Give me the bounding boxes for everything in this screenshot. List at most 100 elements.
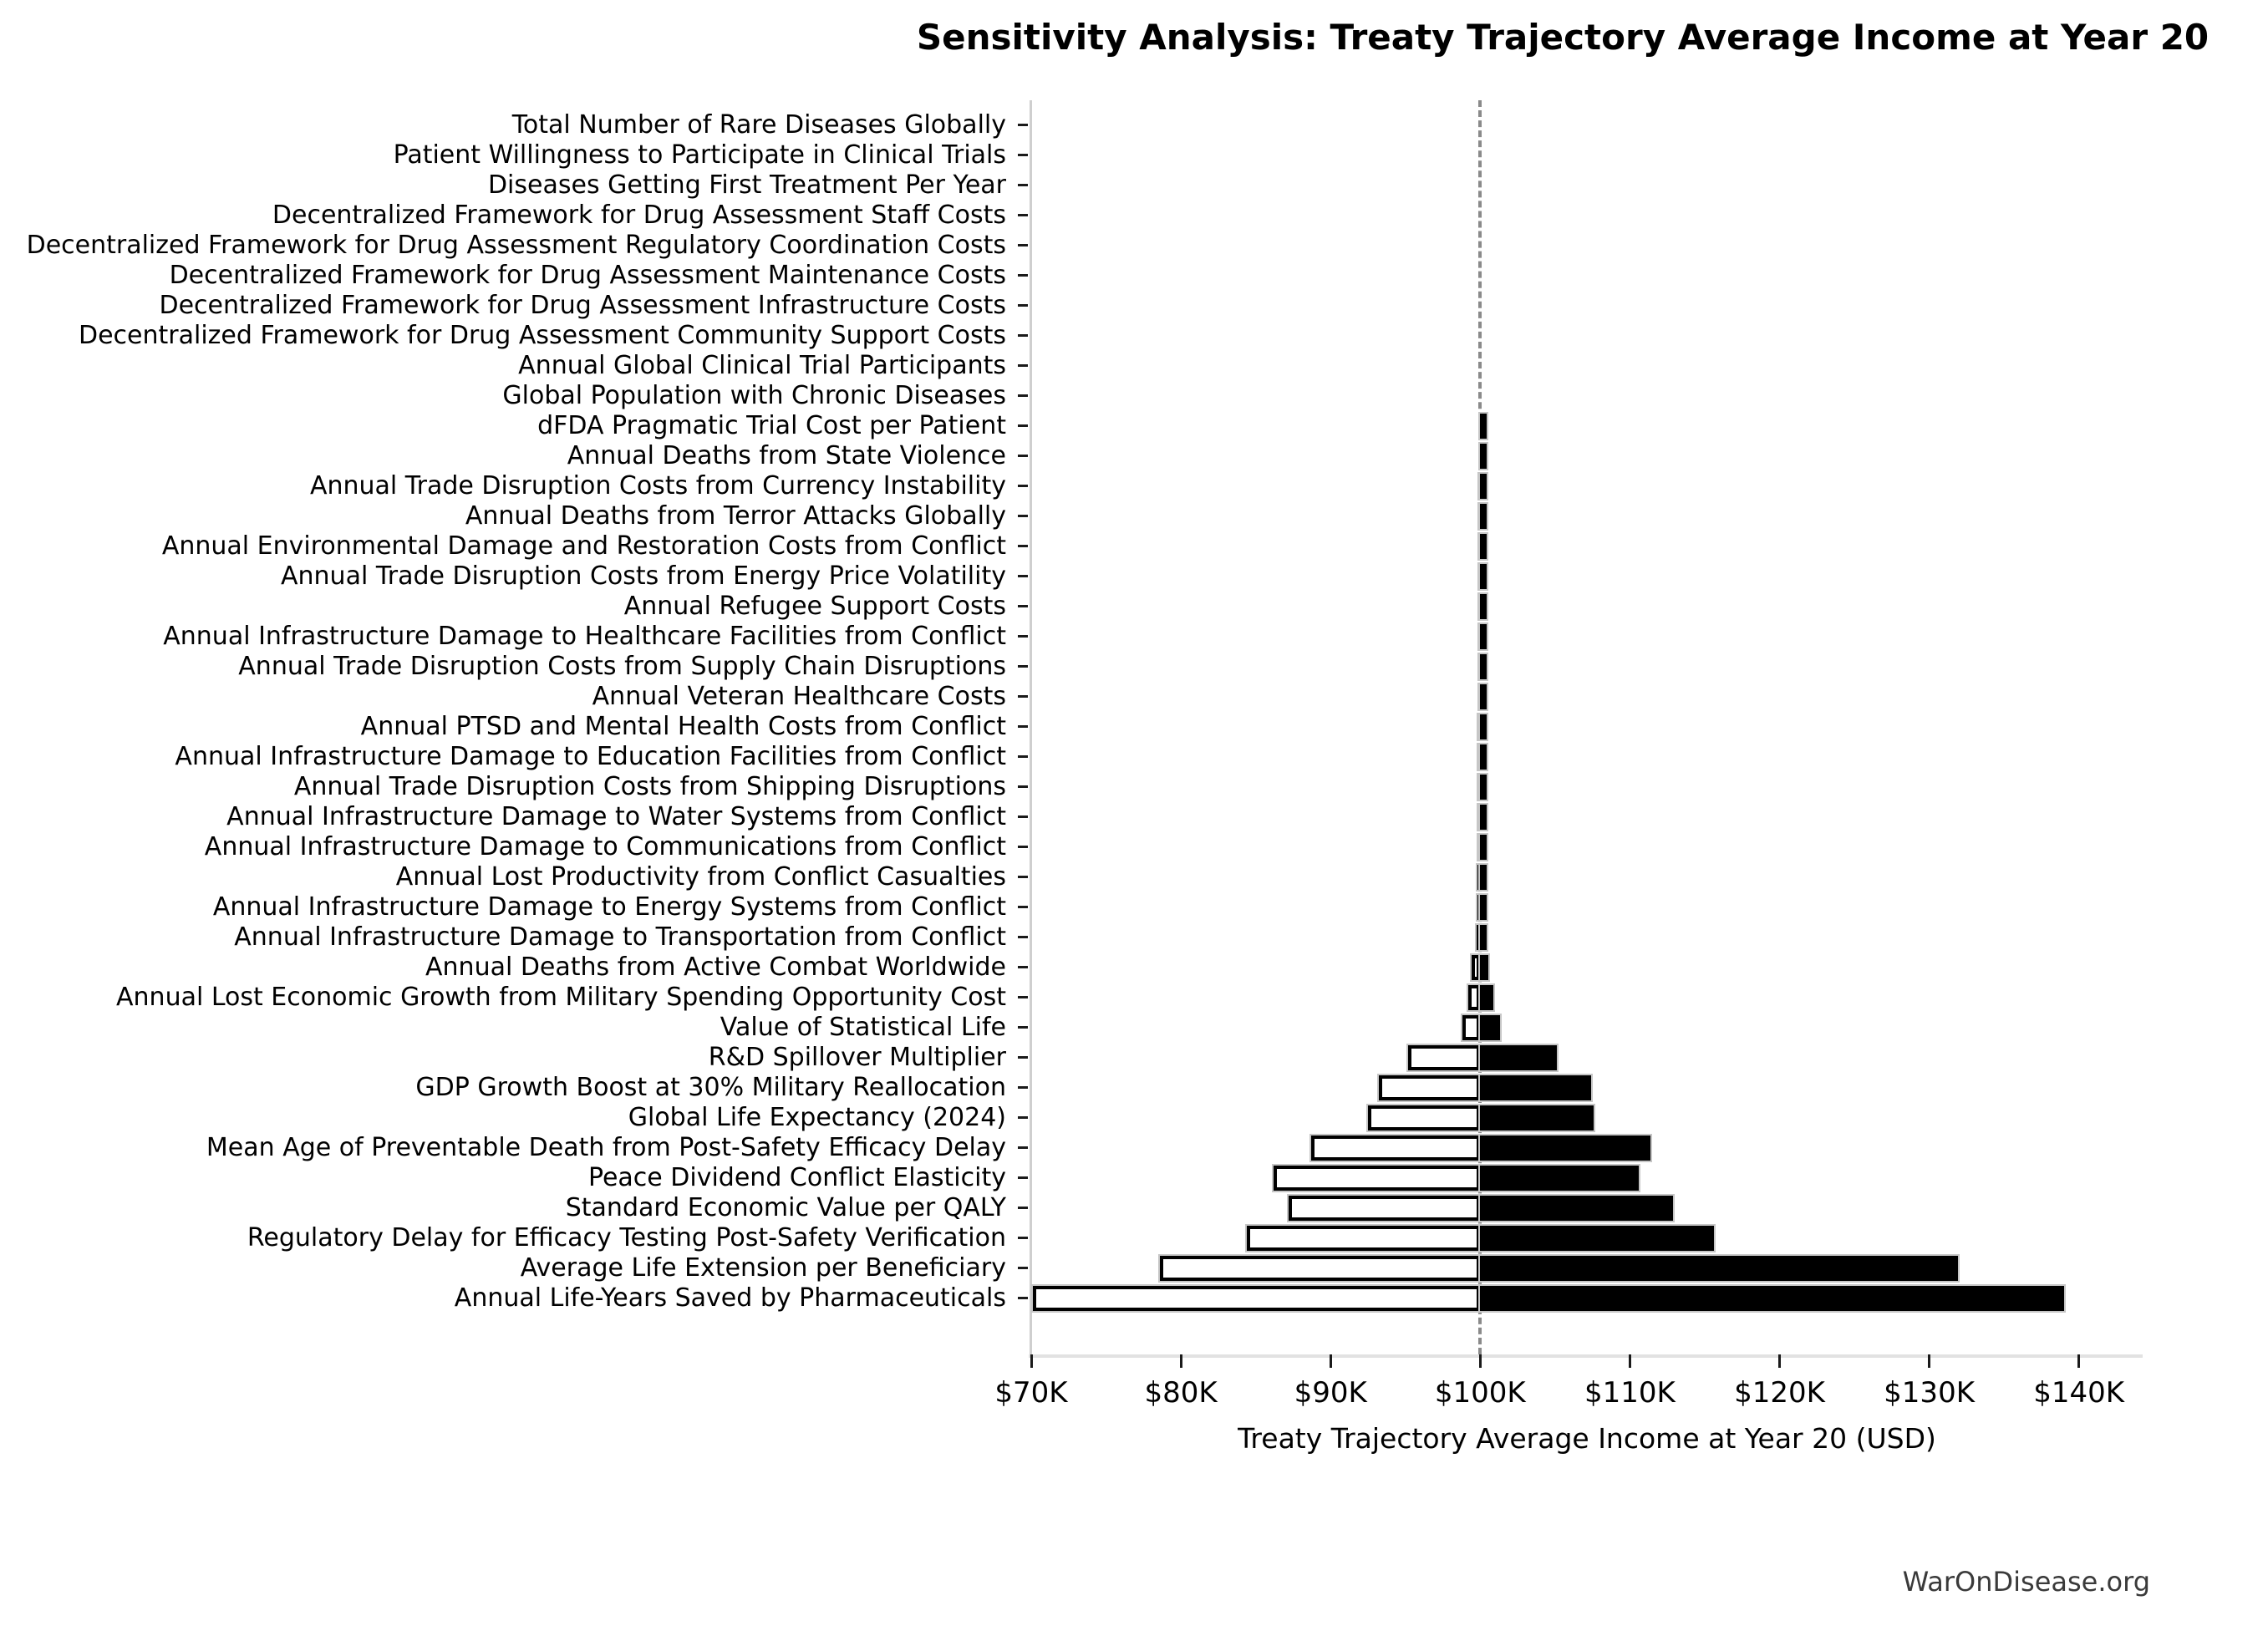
high-value-bar xyxy=(1480,985,1494,1010)
y-axis-category-label: Standard Economic Value per QALY xyxy=(565,1193,1006,1222)
y-axis-tick xyxy=(1018,876,1028,878)
x-axis-tick-label: $100K xyxy=(1434,1376,1526,1410)
y-axis-category-label: Average Life Extension per Beneficiary xyxy=(520,1253,1006,1283)
y-axis-tick xyxy=(1018,575,1028,577)
y-axis-spine xyxy=(1030,100,1032,1354)
y-axis-tick xyxy=(1018,545,1028,547)
high-value-bar xyxy=(1480,895,1487,920)
high-value-bar xyxy=(1480,1075,1591,1100)
high-value-bar xyxy=(1480,1166,1640,1191)
y-axis-tick xyxy=(1018,785,1028,788)
y-axis-tick xyxy=(1018,124,1028,126)
y-axis-category-label: Diseases Getting First Treatment Per Yea… xyxy=(487,170,1006,200)
x-axis-tick-label: $120K xyxy=(1734,1376,1825,1410)
y-axis-category-label: Patient Willingness to Participate in Cl… xyxy=(393,140,1006,170)
x-axis-tick-label: $140K xyxy=(2033,1376,2125,1410)
y-axis-category-label: R&D Spillover Multiplier xyxy=(708,1043,1006,1072)
y-axis-category-label: dFDA Pragmatic Trial Cost per Patient xyxy=(537,411,1006,440)
y-axis-category-label: Mean Age of Preventable Death from Post-… xyxy=(206,1133,1006,1162)
low-value-bar xyxy=(1408,1045,1481,1070)
y-axis-tick xyxy=(1018,1176,1028,1179)
x-axis-tick xyxy=(1179,1354,1182,1368)
high-value-bar xyxy=(1480,1256,1958,1281)
y-axis-category-label: Annual Deaths from Terror Attacks Global… xyxy=(465,501,1006,531)
y-axis-tick xyxy=(1018,244,1028,246)
y-axis-category-label: Annual Trade Disruption Costs from Energ… xyxy=(281,561,1006,591)
y-axis-category-label: Annual Trade Disruption Costs from Curre… xyxy=(309,471,1006,500)
x-axis-tick-label: $70K xyxy=(994,1376,1068,1410)
y-axis-tick xyxy=(1018,815,1028,818)
y-axis-tick xyxy=(1018,605,1028,607)
y-axis-tick xyxy=(1018,515,1028,517)
high-value-bar xyxy=(1480,805,1487,830)
y-axis-category-label: Annual Environmental Damage and Restorat… xyxy=(161,531,1006,561)
high-value-bar xyxy=(1480,414,1487,439)
low-value-bar xyxy=(1467,985,1481,1010)
high-value-bar xyxy=(1480,925,1487,950)
x-axis-tick xyxy=(1030,1354,1033,1368)
x-axis-tick xyxy=(1778,1354,1781,1368)
y-axis-category-label: Annual Lost Productivity from Conflict C… xyxy=(395,862,1006,892)
y-axis-category-label: Annual Infrastructure Damage to Transpor… xyxy=(234,922,1006,952)
y-axis-tick xyxy=(1018,184,1028,186)
y-axis-category-label: Value of Statistical Life xyxy=(720,1013,1006,1042)
high-value-bar xyxy=(1480,1045,1557,1070)
y-axis-category-label: Annual Lost Economic Growth from Militar… xyxy=(116,983,1006,1012)
y-axis-tick xyxy=(1018,1207,1028,1209)
x-axis-tick xyxy=(1478,1354,1482,1368)
y-axis-category-label: Annual Infrastructure Damage to Healthca… xyxy=(163,622,1006,651)
high-value-bar xyxy=(1480,1226,1714,1251)
y-axis-tick xyxy=(1018,846,1028,848)
y-axis-tick xyxy=(1018,304,1028,307)
y-axis-tick xyxy=(1018,334,1028,337)
y-axis-tick xyxy=(1018,906,1028,908)
high-value-bar xyxy=(1480,1105,1594,1130)
x-axis-tick xyxy=(1928,1354,1931,1368)
high-value-bar xyxy=(1480,714,1487,739)
x-axis-tick-label: $110K xyxy=(1584,1376,1676,1410)
y-axis-tick xyxy=(1018,695,1028,698)
y-axis-category-label: Global Life Expectancy (2024) xyxy=(628,1103,1006,1132)
y-axis-category-label: Decentralized Framework for Drug Assessm… xyxy=(26,231,1006,260)
high-value-bar xyxy=(1480,744,1487,770)
y-axis-category-label: Annual Infrastructure Damage to Communic… xyxy=(204,832,1006,861)
y-axis-category-label: Decentralized Framework for Drug Assessm… xyxy=(79,321,1006,350)
y-axis-category-label: Annual Life-Years Saved by Pharmaceutica… xyxy=(454,1283,1006,1313)
high-value-bar xyxy=(1480,865,1487,890)
high-value-bar xyxy=(1480,444,1487,469)
low-value-bar xyxy=(1462,1015,1481,1040)
y-axis-category-label: Annual Refugee Support Costs xyxy=(623,592,1006,621)
x-axis-tick-label: $90K xyxy=(1294,1376,1367,1410)
low-value-bar xyxy=(1032,1286,1481,1311)
y-axis-tick xyxy=(1018,996,1028,998)
y-axis-tick xyxy=(1018,1056,1028,1059)
y-axis-tick xyxy=(1018,725,1028,728)
y-axis-category-label: Annual Global Clinical Trial Participant… xyxy=(518,351,1006,380)
y-axis-category-label: Annual PTSD and Mental Health Costs from… xyxy=(360,712,1006,741)
high-value-bar xyxy=(1480,1015,1500,1040)
watermark-text: WarOnDisease.org xyxy=(1902,1566,2150,1598)
x-axis-tick xyxy=(2077,1354,2081,1368)
high-value-bar xyxy=(1480,775,1487,800)
low-value-bar xyxy=(1160,1256,1481,1281)
chart-title: Sensitivity Analysis: Treaty Trajectory … xyxy=(916,17,2210,58)
y-axis-tick xyxy=(1018,936,1028,938)
y-axis-tick xyxy=(1018,364,1028,367)
y-axis-category-label: Annual Infrastructure Damage to Educatio… xyxy=(175,742,1006,771)
high-value-bar xyxy=(1480,534,1487,559)
y-axis-tick xyxy=(1018,455,1028,457)
low-value-bar xyxy=(1246,1226,1481,1251)
y-axis-tick xyxy=(1018,424,1028,427)
y-axis-tick xyxy=(1018,1237,1028,1239)
y-axis-tick xyxy=(1018,755,1028,758)
y-axis-tick xyxy=(1018,1297,1028,1299)
low-value-bar xyxy=(1289,1196,1481,1221)
y-axis-tick xyxy=(1018,274,1028,277)
y-axis-category-label: Regulatory Delay for Efficacy Testing Po… xyxy=(247,1223,1006,1252)
high-value-bar xyxy=(1480,684,1487,709)
high-value-bar xyxy=(1480,1196,1674,1221)
x-axis-tick xyxy=(1329,1354,1332,1368)
y-axis-category-label: Decentralized Framework for Drug Assessm… xyxy=(159,291,1006,320)
y-axis-tick xyxy=(1018,154,1028,156)
